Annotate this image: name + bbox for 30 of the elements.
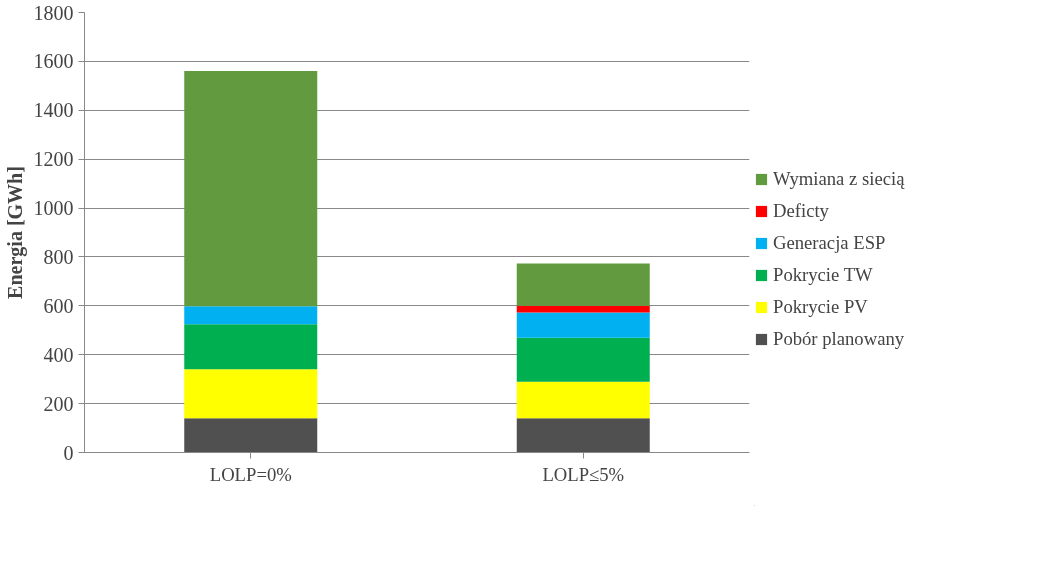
y-tick-label: 400 [43,343,74,366]
y-tick-label: 600 [43,294,74,317]
y-axis-title: Energia [GWh] [3,166,27,299]
y-tick-label: 1200 [33,148,74,171]
y-tick-label: 1000 [33,197,74,220]
y-tick-label: 1800 [33,1,74,24]
bar [184,324,318,370]
legend-label: Pokrycie PV [773,295,868,318]
x-tick-label: LOLP≤5% [542,463,625,485]
legend-label: Wymiana z siecią [773,167,905,190]
legend-label: Deficty [773,199,829,222]
bar [184,70,318,307]
legend-label: Generacja ESP [773,231,886,254]
bar [516,305,650,313]
bar [516,312,650,338]
x-tick-label: LOLP=0% [209,463,292,485]
y-tick-label: 800 [43,245,74,268]
bar [184,369,318,419]
bar [516,337,650,382]
legend-label: Pokrycie TW [773,263,873,286]
bar [184,306,318,325]
y-tick-label: 0 [63,441,74,464]
bar [516,263,650,306]
y-tick-label: 1600 [33,50,74,73]
bar [516,418,650,453]
legend-label: Pobór planowany [773,327,905,350]
y-tick-label: 1400 [33,99,74,122]
y-tick-label: 200 [43,392,74,415]
bar [516,381,650,419]
bar [184,418,318,453]
